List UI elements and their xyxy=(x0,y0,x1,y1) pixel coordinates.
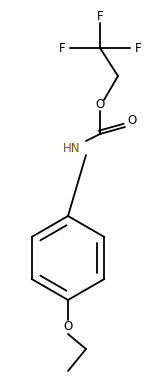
Text: O: O xyxy=(63,321,73,333)
Text: F: F xyxy=(135,42,141,54)
Text: O: O xyxy=(95,98,105,110)
Text: F: F xyxy=(59,42,65,54)
Text: F: F xyxy=(97,9,103,23)
Text: O: O xyxy=(127,114,137,126)
Text: HN: HN xyxy=(63,142,81,154)
